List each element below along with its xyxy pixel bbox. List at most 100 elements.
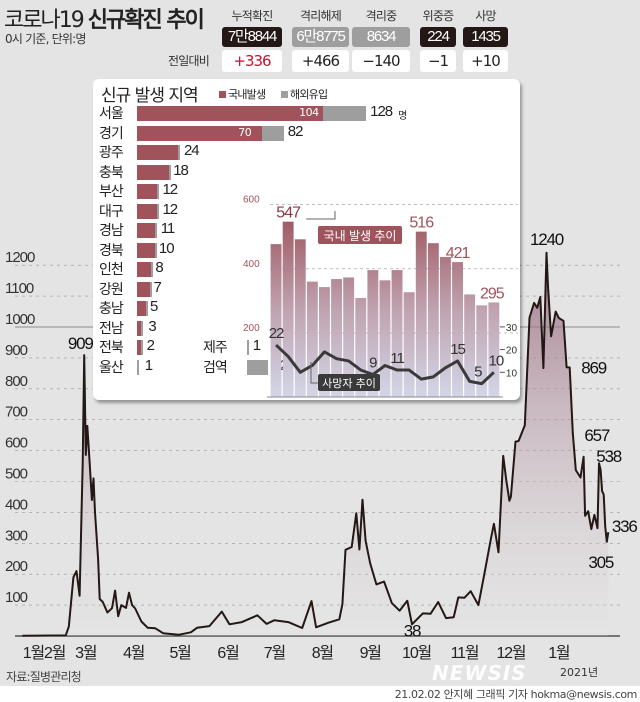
region-total: 7 bbox=[153, 278, 162, 296]
region-total: 18 bbox=[173, 161, 189, 179]
left-tick-label: 400 bbox=[243, 259, 260, 270]
domestic-bar bbox=[319, 287, 330, 397]
region-total: 12 bbox=[162, 181, 178, 198]
region-total: 2 bbox=[146, 337, 155, 354]
domestic-bar bbox=[306, 281, 318, 397]
domestic-bar bbox=[137, 262, 152, 277]
newsis-logo: NEWSIS bbox=[432, 661, 527, 685]
bar-value-label: 516 bbox=[409, 215, 434, 232]
x-tick-label: 7월 bbox=[264, 644, 286, 662]
stat-diff: +10 bbox=[463, 50, 508, 72]
x-tick-label: 8월 bbox=[312, 644, 334, 662]
death-value-label: 15 bbox=[450, 341, 465, 358]
year-label: 2021년 bbox=[560, 666, 599, 679]
stat-diff: −1 bbox=[420, 50, 456, 72]
y-tick-label: 400 bbox=[5, 496, 28, 513]
stat-label: 격리해제 bbox=[300, 9, 342, 23]
right-tick-label: 30 bbox=[506, 323, 518, 334]
domestic-bar bbox=[137, 223, 155, 238]
x-tick-label: 11월 bbox=[451, 644, 479, 662]
domestic-bar bbox=[488, 302, 500, 397]
region-total: 24 bbox=[183, 142, 200, 159]
domestic-bar bbox=[137, 203, 157, 219]
legend-label: 해외유입 bbox=[290, 88, 328, 101]
bar-value-label: 421 bbox=[446, 245, 471, 262]
region-name: 부산 bbox=[99, 184, 124, 200]
region-name: 인천 bbox=[99, 262, 124, 278]
legend-swatch bbox=[281, 91, 288, 98]
y-tick-label: 1200 bbox=[5, 249, 35, 266]
domestic-bar bbox=[464, 294, 476, 397]
y-tick-label: 1000 bbox=[5, 311, 35, 328]
overseas-bar bbox=[262, 125, 284, 141]
right-tick-label: 10 bbox=[506, 368, 518, 379]
y-tick-label: 100 bbox=[5, 589, 28, 606]
x-tick-label: 6월 bbox=[217, 644, 239, 662]
domestic-bar bbox=[137, 145, 179, 160]
region-name: 충남 bbox=[99, 301, 124, 317]
x-tick-label: 1월 bbox=[548, 644, 570, 662]
domestic-bar bbox=[367, 270, 379, 397]
stat-value: 224 bbox=[420, 27, 456, 47]
x-tick-label: 4월 bbox=[123, 644, 145, 662]
domestic-bar bbox=[379, 280, 391, 397]
domestic-value: 70 bbox=[238, 125, 252, 139]
stat-value: 7만8844 bbox=[222, 27, 282, 47]
region-name: 검역 bbox=[203, 359, 228, 376]
region-name: 전남 bbox=[99, 320, 124, 337]
diff-label: 전일대비 bbox=[168, 54, 210, 68]
stat-value: 8634 bbox=[352, 27, 410, 47]
region-total: 82 bbox=[287, 122, 304, 140]
overseas-bar bbox=[156, 203, 159, 219]
domestic-bar bbox=[331, 279, 342, 397]
overseas-bar bbox=[145, 301, 148, 316]
death-value-label: 5 bbox=[474, 364, 482, 381]
unit-label: 명 bbox=[398, 111, 408, 122]
stat-label: 누적확진 bbox=[231, 9, 274, 23]
annotation-label: 305 bbox=[588, 553, 614, 572]
region-total: 3 bbox=[148, 317, 156, 335]
region-name: 충북 bbox=[99, 164, 124, 181]
x-tick-label: 3월 bbox=[75, 644, 97, 662]
domestic-bar bbox=[282, 221, 294, 397]
overseas-bar bbox=[247, 359, 269, 375]
death-value-label: 22 bbox=[269, 325, 284, 342]
region-total: 12 bbox=[162, 200, 178, 218]
domestic-bar bbox=[137, 184, 157, 199]
overseas-bar bbox=[154, 242, 157, 258]
region-total: 128 bbox=[370, 103, 393, 120]
bar-value-label: 547 bbox=[276, 205, 301, 222]
y-tick-label: 600 bbox=[5, 435, 28, 452]
right-tick-label: 20 bbox=[506, 346, 518, 357]
overseas-bar bbox=[149, 281, 152, 297]
x-tick-label: 1월2월 bbox=[23, 644, 66, 662]
deaths-line bbox=[275, 343, 495, 386]
case-area bbox=[22, 252, 609, 637]
bar-series-label-box bbox=[318, 226, 402, 244]
domestic-bar bbox=[403, 292, 415, 397]
region-name: 울산 bbox=[99, 359, 124, 376]
x-tick-label: 12월 bbox=[496, 644, 525, 662]
annotation-label: 1240 bbox=[530, 230, 564, 249]
region-name: 경남 bbox=[99, 223, 124, 239]
title-bold: 신규확진 추이 bbox=[87, 8, 205, 33]
domestic-bar bbox=[452, 262, 463, 397]
domestic-bar bbox=[270, 244, 282, 397]
region-chart-title: 신규 발생 지역 bbox=[101, 86, 199, 106]
annotation-label: 909 bbox=[68, 334, 94, 353]
stat-diff: −140 bbox=[352, 50, 410, 72]
source: 자료:질병관리청 bbox=[6, 670, 82, 684]
domestic-bar bbox=[343, 277, 355, 397]
left-tick-label: 600 bbox=[243, 195, 260, 206]
region-name: 제주 bbox=[203, 340, 228, 356]
region-name: 광주 bbox=[99, 145, 124, 161]
domestic-bar bbox=[294, 239, 306, 397]
legend-domestic: 국내발생 bbox=[219, 86, 266, 102]
domestic-bar bbox=[137, 164, 170, 180]
stat-label: 격리중 bbox=[365, 9, 398, 23]
region-total: 1 bbox=[252, 337, 261, 354]
bar-series-label: 국내 발생 추이 bbox=[324, 229, 397, 243]
domestic-bar bbox=[476, 305, 488, 397]
y-tick-label: 200 bbox=[5, 558, 28, 575]
domestic-bar bbox=[440, 256, 451, 397]
